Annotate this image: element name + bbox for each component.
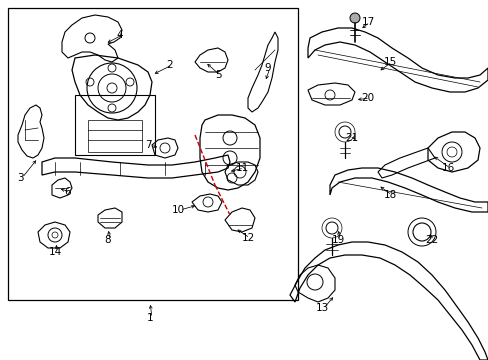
Text: 2: 2 — [166, 60, 173, 70]
Text: 15: 15 — [383, 57, 396, 67]
Text: 4: 4 — [117, 30, 123, 40]
Text: 7: 7 — [144, 140, 151, 150]
Text: 9: 9 — [264, 63, 271, 73]
Text: 8: 8 — [104, 235, 111, 245]
Text: 18: 18 — [383, 190, 396, 200]
Text: 5: 5 — [214, 70, 221, 80]
Circle shape — [349, 13, 359, 23]
Text: 12: 12 — [241, 233, 254, 243]
Text: 10: 10 — [171, 205, 184, 215]
Text: 19: 19 — [331, 235, 344, 245]
Bar — [8, 8, 297, 300]
Text: 3: 3 — [17, 173, 23, 183]
Text: 1: 1 — [146, 313, 153, 323]
Text: 16: 16 — [441, 163, 454, 173]
Text: 14: 14 — [48, 247, 61, 257]
Text: 21: 21 — [345, 133, 358, 143]
Text: 11: 11 — [235, 163, 248, 173]
Text: 17: 17 — [361, 17, 374, 27]
Text: 22: 22 — [425, 235, 438, 245]
Text: 20: 20 — [361, 93, 374, 103]
Text: 6: 6 — [64, 187, 71, 197]
Text: 13: 13 — [315, 303, 328, 313]
